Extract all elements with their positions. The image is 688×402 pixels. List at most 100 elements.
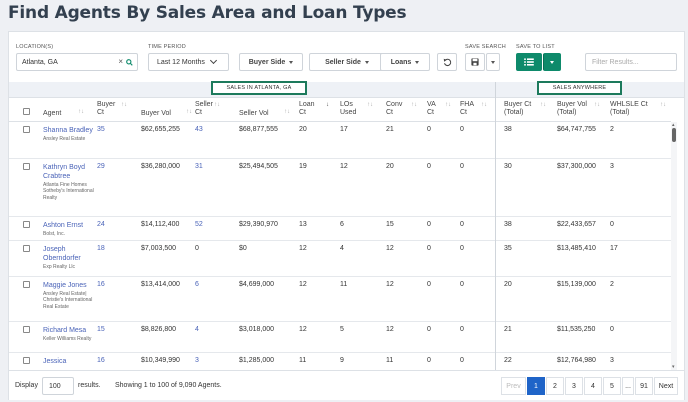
agent-name-link[interactable]: Ashton Ernst [43,222,84,229]
agent-cell: Richard Mesa Keller Williams Realty [43,326,95,342]
row-checkbox[interactable] [23,221,30,228]
seller-ct-link[interactable]: 31 [195,163,203,170]
seller-ct-link[interactable]: 43 [195,126,203,133]
table-row[interactable]: Jessica 16 $10,349,990 3 $1,285,000 11 9… [9,353,671,370]
row-checkbox[interactable] [23,281,30,288]
table-row[interactable]: Shanna Bradley Ansley Real Estate 35 $62… [9,122,671,159]
col-seller-vol[interactable]: Seller Vol [239,110,269,117]
sort-icon[interactable]: ↑↓ [445,102,451,108]
pagination-page-5[interactable]: 5 [603,377,621,395]
sort-icon[interactable]: ↑↓ [660,102,666,108]
col-whlsle-ct[interactable]: WHLSLE Ct (Total) [610,101,648,117]
sort-icon[interactable]: ↑↓ [367,102,373,108]
save-icon [471,58,479,66]
display-count-input[interactable]: 100 [42,377,74,395]
filter-results-input[interactable]: Filter Results... [585,53,677,71]
loans-button[interactable]: Loans [380,53,430,71]
agent-name-link[interactable]: Joseph Oberndorfer [43,246,81,262]
col-buyer-vol-total[interactable]: Buyer Vol (Total) [557,101,587,117]
buyer-ct-link[interactable]: 15 [97,326,105,333]
row-checkbox[interactable] [23,126,30,133]
save-search-dropdown[interactable] [486,53,500,71]
time-period-select[interactable]: Last 12 Months [148,53,229,71]
search-icon[interactable] [126,59,133,66]
col-buyer-vol[interactable]: Buyer Vol [141,110,171,117]
col-loan-ct[interactable]: Loan Ct [299,101,315,117]
col-agent[interactable]: Agent [43,110,62,117]
col-conv-ct[interactable]: Conv Ct [386,101,402,117]
sort-desc-icon[interactable]: ↓ [326,102,329,108]
row-checkbox[interactable] [23,357,30,364]
table-row[interactable]: Richard Mesa Keller Williams Realty 15 $… [9,322,671,353]
fha-ct: 0 [460,245,464,252]
sort-icon[interactable]: ↑↓ [481,102,487,108]
col-seller-ct[interactable]: Seller Ct [195,101,213,117]
seller-ct-link[interactable]: 4 [195,326,199,333]
scroll-up-icon[interactable]: ▴ [672,122,675,128]
table-row[interactable]: Kathryn Boyd Crabtree Atlanta Fine Homes… [9,159,671,217]
pagination-page-4[interactable]: 4 [584,377,602,395]
loan-ct: 19 [299,163,307,170]
sort-icon[interactable]: ↑↓ [186,109,192,115]
buyer-ct-link[interactable]: 16 [97,281,105,288]
pagination-page-3[interactable]: 3 [565,377,583,395]
table-row[interactable]: Joseph Oberndorfer Exp Realty Llc 18 $7,… [9,241,671,277]
pagination-page-2[interactable]: 2 [546,377,564,395]
conv-ct: 15 [386,221,394,228]
buyer-ct-link[interactable]: 16 [97,357,105,364]
buyer-ct-link[interactable]: 29 [97,163,105,170]
row-checkbox[interactable] [23,245,30,252]
seller-ct-link[interactable]: 3 [195,357,199,364]
buyer-side-button[interactable]: Buyer Side [239,53,303,71]
scroll-down-icon[interactable]: ▾ [672,364,675,370]
sort-icon[interactable]: ↑↓ [121,102,127,108]
col-buyer-ct[interactable]: Buyer Ct [97,101,115,117]
col-va-ct[interactable]: VA Ct [427,101,436,117]
agent-name-link[interactable]: Maggie Jones [43,282,87,289]
row-checkbox[interactable] [23,163,30,170]
buyer-ct-link[interactable]: 18 [97,245,105,252]
seller-ct-link[interactable]: 52 [195,221,203,228]
va-ct: 0 [427,357,431,364]
col-buyer-ct-total[interactable]: Buyer Ct (Total) [504,101,531,117]
sort-icon[interactable]: ↑↓ [78,109,84,115]
save-to-list-dropdown[interactable] [543,53,561,71]
buyer-vol: $36,280,000 [141,163,180,170]
brokerage-name: Bolst, Inc. [43,231,65,237]
save-to-list-button[interactable] [516,53,542,71]
seller-ct-link[interactable]: 6 [195,281,199,288]
sort-icon[interactable]: ↑↓ [284,109,290,115]
sort-icon[interactable]: ↑↓ [594,102,600,108]
chevron-down-icon [209,56,217,65]
los-used: 17 [340,126,348,133]
caret-down-icon [491,60,495,64]
pagination-prev[interactable]: Prev [501,377,526,395]
buyer-ct-link[interactable]: 35 [97,126,105,133]
agent-name-link[interactable]: Richard Mesa [43,327,87,334]
row-checkbox[interactable] [23,326,30,333]
location-input[interactable]: Atlanta, GA × [16,53,138,71]
sort-icon[interactable]: ↑↓ [214,102,220,108]
reset-icon [443,58,451,66]
agent-name-link[interactable]: Jessica [43,358,67,365]
reset-button[interactable] [437,53,457,71]
col-los-used[interactable]: LOs Used [340,101,356,117]
sort-icon[interactable]: ↑↓ [540,102,546,108]
loan-ct: 13 [299,221,307,228]
scrollbar-thumb[interactable] [672,128,676,142]
select-all-checkbox[interactable] [23,108,30,115]
col-fha-ct[interactable]: FHA Ct [460,101,474,117]
table-row[interactable]: Ashton Ernst Bolst, Inc. 24 $14,112,400 … [9,217,671,241]
pagination-next[interactable]: Next [654,377,678,395]
vertical-scrollbar[interactable]: ▴ ▾ [671,122,677,370]
seller-side-button[interactable]: Seller Side [309,53,385,71]
agent-name-link[interactable]: Shanna Bradley [43,127,93,134]
pagination-page-1[interactable]: 1 [527,377,545,395]
buyer-ct-link[interactable]: 24 [97,221,105,228]
table-row[interactable]: Maggie Jones Ansley Real Estate| Christi… [9,277,671,322]
sort-icon[interactable]: ↑↓ [411,102,417,108]
save-search-button[interactable] [465,53,485,71]
pagination-page-91[interactable]: 91 [635,377,653,395]
clear-icon[interactable]: × [118,57,123,66]
agent-name-link[interactable]: Kathryn Boyd Crabtree [43,164,86,180]
